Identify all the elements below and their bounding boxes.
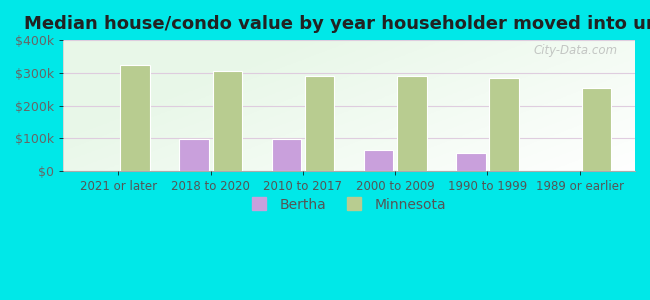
Bar xyxy=(213,71,242,171)
Legend: Bertha, Minnesota: Bertha, Minnesota xyxy=(245,191,454,219)
Bar xyxy=(489,78,519,171)
Bar xyxy=(305,76,334,171)
Bar xyxy=(397,76,426,171)
Bar xyxy=(179,139,209,171)
Bar xyxy=(120,64,150,171)
Title: Median house/condo value by year householder moved into unit: Median house/condo value by year househo… xyxy=(25,15,650,33)
Bar xyxy=(364,150,393,171)
Bar xyxy=(272,139,301,171)
Bar xyxy=(456,153,486,171)
Text: City-Data.com: City-Data.com xyxy=(534,44,618,57)
Bar xyxy=(582,88,611,171)
